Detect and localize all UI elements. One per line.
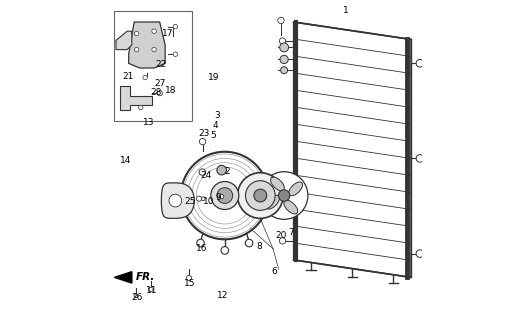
Circle shape: [181, 152, 269, 239]
Circle shape: [143, 75, 148, 80]
Circle shape: [280, 43, 289, 52]
Text: 24: 24: [200, 171, 211, 180]
Text: 16: 16: [196, 244, 208, 253]
Circle shape: [201, 197, 205, 201]
Polygon shape: [116, 31, 132, 50]
Text: 9: 9: [216, 193, 221, 202]
Polygon shape: [129, 22, 165, 68]
Text: 5: 5: [210, 131, 216, 140]
Text: 21: 21: [122, 72, 133, 81]
Circle shape: [134, 294, 138, 298]
Circle shape: [238, 173, 283, 218]
Circle shape: [197, 196, 202, 201]
Circle shape: [134, 31, 139, 36]
Text: 15: 15: [184, 279, 196, 288]
Circle shape: [152, 47, 157, 52]
Text: 20: 20: [275, 231, 287, 240]
Ellipse shape: [270, 177, 285, 191]
Text: 14: 14: [120, 156, 131, 164]
Text: 28: 28: [151, 88, 162, 97]
Text: 19: 19: [208, 73, 219, 82]
Circle shape: [278, 190, 290, 201]
Text: 13: 13: [143, 118, 154, 127]
Circle shape: [149, 287, 153, 292]
Circle shape: [260, 172, 308, 219]
Circle shape: [280, 55, 288, 64]
Text: 25: 25: [184, 197, 196, 206]
Circle shape: [199, 169, 206, 175]
Circle shape: [152, 29, 157, 33]
Circle shape: [246, 181, 275, 210]
Polygon shape: [114, 272, 132, 283]
Text: 8: 8: [257, 242, 262, 251]
Text: 3: 3: [214, 111, 220, 120]
Text: 11: 11: [146, 286, 158, 295]
Circle shape: [199, 139, 206, 145]
Circle shape: [279, 38, 286, 44]
Circle shape: [416, 250, 424, 257]
Circle shape: [221, 247, 229, 254]
Circle shape: [245, 239, 253, 247]
Ellipse shape: [284, 200, 298, 214]
Circle shape: [139, 105, 143, 110]
Text: 7: 7: [289, 228, 294, 237]
Circle shape: [169, 194, 182, 207]
Circle shape: [187, 276, 191, 281]
Circle shape: [157, 91, 162, 96]
Text: 2: 2: [224, 167, 230, 176]
Text: 26: 26: [132, 293, 143, 302]
Circle shape: [416, 60, 424, 67]
Circle shape: [219, 194, 224, 199]
Text: 6: 6: [272, 267, 278, 276]
Text: 1: 1: [343, 6, 349, 15]
Circle shape: [217, 188, 233, 204]
Polygon shape: [120, 86, 152, 110]
Text: 27: 27: [155, 79, 166, 88]
Circle shape: [217, 165, 227, 175]
Circle shape: [278, 17, 284, 24]
Text: FR.: FR.: [136, 272, 155, 282]
Text: 18: 18: [165, 86, 177, 95]
Text: 12: 12: [217, 291, 228, 300]
Circle shape: [279, 238, 286, 244]
Text: 17: 17: [162, 28, 173, 38]
Circle shape: [134, 47, 139, 52]
Circle shape: [211, 181, 239, 210]
Polygon shape: [294, 22, 411, 277]
Text: 4: 4: [212, 121, 218, 130]
Ellipse shape: [266, 195, 279, 209]
Circle shape: [197, 239, 204, 247]
Text: 22: 22: [156, 60, 167, 69]
Circle shape: [281, 67, 288, 74]
Polygon shape: [161, 183, 194, 218]
Circle shape: [173, 24, 178, 29]
Circle shape: [416, 155, 424, 162]
Circle shape: [173, 52, 178, 56]
Bar: [114, 11, 192, 121]
Text: 10: 10: [203, 197, 214, 206]
Ellipse shape: [289, 182, 302, 196]
Circle shape: [254, 189, 267, 202]
Text: 23: 23: [198, 130, 210, 139]
